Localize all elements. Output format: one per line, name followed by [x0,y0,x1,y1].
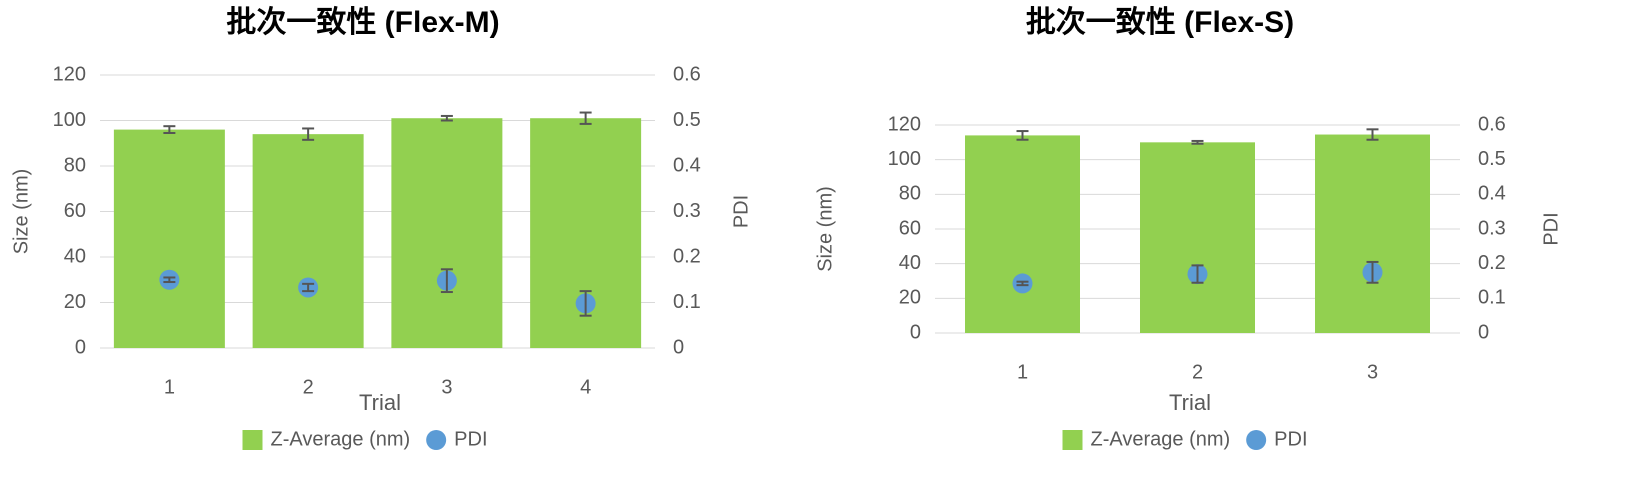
error-bar [440,268,453,294]
y-tick-label: 100 [888,148,921,170]
error-bar [1016,280,1029,287]
y2-tick-label: 0.2 [1478,252,1506,274]
y-tick-label: 0 [910,321,921,343]
y2-axis-label: PDI [730,195,752,228]
y-tick-label: 80 [64,154,86,176]
y2-tick-label: 0 [673,336,684,358]
legend-marker [1062,430,1083,450]
y-tick-label: 20 [64,291,86,313]
y-tick-label: 40 [64,245,86,267]
error-bar [579,111,592,125]
y2-tick-label: 0.2 [673,245,701,267]
x-tick-label: 1 [1017,361,1028,383]
y-tick-label: 80 [899,183,921,205]
error-bar [1191,139,1204,145]
chart-title: 批次一致性 (Flex-M) [226,6,499,39]
y2-tick-label: 0.1 [673,291,701,313]
x-tick-label: 3 [1367,361,1378,383]
bar [391,118,503,348]
y-tick-label: 60 [64,200,86,222]
y-tick-label: 20 [899,287,921,309]
y2-tick-label: 0.3 [1478,217,1506,239]
legend-label: Z-Average (nm) [1091,428,1231,450]
x-tick-label: 3 [441,376,452,398]
error-bar [1191,264,1204,284]
bar [113,129,225,348]
x-axis-label: Trial [359,390,401,415]
legend-marker [1246,430,1267,450]
y2-tick-label: 0.5 [1478,148,1506,170]
y2-tick-label: 0.1 [1478,287,1506,309]
y2-tick-label: 0.3 [673,200,701,222]
error-bar [1366,260,1379,284]
y2-tick-label: 0.4 [673,154,701,176]
x-tick-label: 2 [303,376,314,398]
legend-label: PDI [454,428,487,450]
y2-tick-label: 0.6 [1478,113,1506,135]
error-bar [1016,130,1029,141]
chart-title: 批次一致性 (Flex-S) [1026,6,1294,39]
legend-label: Z-Average (nm) [271,428,411,450]
y-tick-label: 120 [53,63,86,85]
y2-tick-label: 0.4 [1478,183,1506,205]
bar [965,135,1080,333]
x-tick-label: 2 [1192,361,1203,383]
y-axis-label: Size (nm) [10,169,32,255]
x-tick-label: 4 [580,376,591,398]
y-tick-label: 40 [899,252,921,274]
y-axis-label: Size (nm) [814,186,836,272]
y2-tick-label: 0.5 [673,109,701,131]
x-axis-label: Trial [1169,390,1211,415]
legend-marker [242,430,263,450]
error-bar [579,290,592,317]
error-bar [1366,128,1379,141]
error-bar [163,276,176,284]
bar [252,134,364,348]
legend-marker [426,430,447,450]
y-tick-label: 100 [53,109,86,131]
y-tick-label: 120 [888,113,921,135]
error-bar [163,125,176,135]
y2-tick-label: 0.6 [673,63,701,85]
y-tick-label: 0 [75,336,86,358]
x-tick-label: 1 [164,376,175,398]
legend-label: PDI [1274,428,1307,450]
bar [1140,142,1255,333]
error-bar [440,114,453,122]
y-tick-label: 60 [899,217,921,239]
y2-tick-label: 0 [1478,321,1489,343]
y2-axis-label: PDI [1540,212,1562,245]
error-bar [302,127,315,141]
error-bar [302,282,315,293]
bar [1315,134,1430,333]
